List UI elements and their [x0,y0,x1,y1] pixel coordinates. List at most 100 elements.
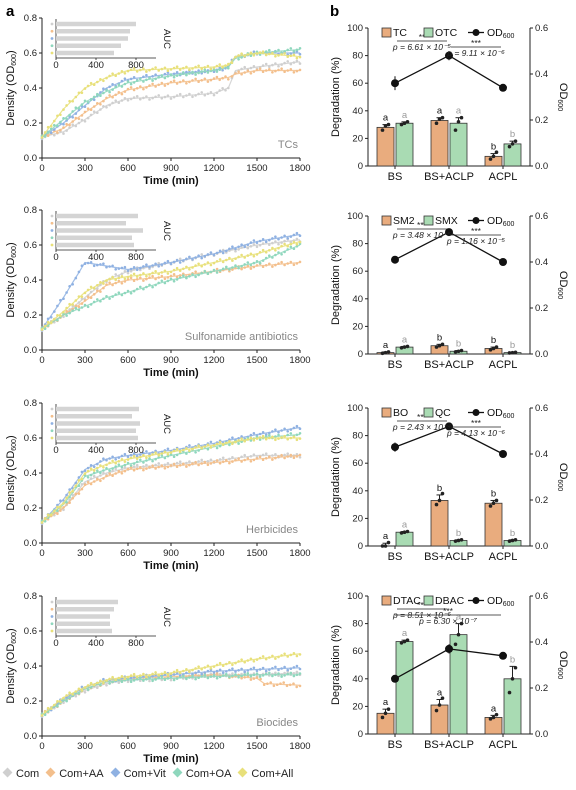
legend-swatch-green [423,27,434,38]
data-point [99,94,102,97]
data-point [292,672,296,675]
data-point [71,123,74,126]
data-point [249,252,253,256]
replicate-point [494,150,499,154]
data-point [295,664,299,668]
legend-label: OD600 [487,215,515,228]
data-point [96,681,99,685]
legend-item: Com+AA [45,767,104,780]
x-tick-label: 300 [77,163,93,174]
category-label: BS+ACLP [424,359,474,371]
data-point [243,65,246,69]
series-com-plus-oa [40,242,302,331]
replicate-point [437,343,442,348]
data-point [261,458,265,462]
data-point [261,666,265,670]
data-point [163,84,167,87]
data-point [157,69,160,72]
data-point [289,667,293,670]
data-point [282,681,286,684]
data-point [86,305,90,309]
bar-otc [449,122,468,167]
data-point [255,264,259,267]
data-point [92,110,96,113]
data-point [123,72,127,75]
data-point [74,112,78,115]
data-point [185,257,188,261]
data-point [86,684,90,687]
inset-x-tick-label: 0 [53,60,58,71]
data-point [271,237,274,240]
data-point [123,469,127,473]
data-point [160,675,164,679]
data-point [175,65,179,68]
legend-marker [237,767,248,778]
y-tick-label: 0.4 [24,661,37,672]
data-point [268,254,271,257]
data-point [225,265,228,269]
data-point [292,61,296,64]
data-point [243,245,246,249]
data-point [151,672,154,676]
data-point [261,674,265,677]
data-point [108,469,111,472]
data-point [89,81,93,85]
comparison-p-value: p = 6.30 × 10⁻⁷ [418,616,478,626]
replicate-point [453,128,458,132]
data-point [148,674,151,677]
data-point [126,278,130,281]
auc-series-dot [50,622,54,626]
data-point [102,457,105,461]
data-point [200,667,203,671]
data-point [218,668,222,672]
data-point [175,74,179,77]
data-point [274,240,277,243]
data-point [286,433,290,437]
data-point [237,676,240,679]
legend-label: OD600 [487,595,515,608]
data-point [243,263,246,266]
data-point [172,449,176,453]
legend-swatch-green [423,595,434,606]
data-point [120,79,124,83]
data-point [274,657,277,660]
data-point [92,264,96,268]
data-point [246,669,250,672]
data-point [108,297,111,300]
data-point [209,263,213,267]
significance-letter: b [456,528,461,539]
data-point [271,667,274,670]
data-point [92,293,96,296]
data-point [96,477,99,481]
data-point [240,264,243,268]
data-point [74,481,78,485]
significance-letter: a [383,697,389,708]
replicate-point [399,345,404,350]
data-point [185,94,188,97]
data-point [264,457,268,460]
replicate-point [402,345,407,349]
od600-point [499,651,507,660]
data-point [148,679,151,683]
panel-b-letter: b [330,3,339,20]
data-point [188,268,191,271]
data-point [59,499,62,503]
x-tick-label: 1500 [246,741,267,752]
inset-x-tick-label: 800 [128,60,144,71]
y-tick-label: 0.0 [24,731,37,742]
data-point [108,472,111,476]
auc-bar [56,614,110,619]
data-point [185,265,188,269]
replicate-point [456,632,461,637]
data-point [228,661,231,664]
data-point [142,96,145,100]
comparison-stars: *** [471,226,482,236]
data-point [185,677,188,681]
data-point [80,477,84,481]
od600-point [391,674,399,683]
data-point [105,265,108,269]
data-point [120,282,124,285]
data-point [188,80,191,84]
data-point [83,472,87,475]
auc-series-dot [50,229,54,232]
